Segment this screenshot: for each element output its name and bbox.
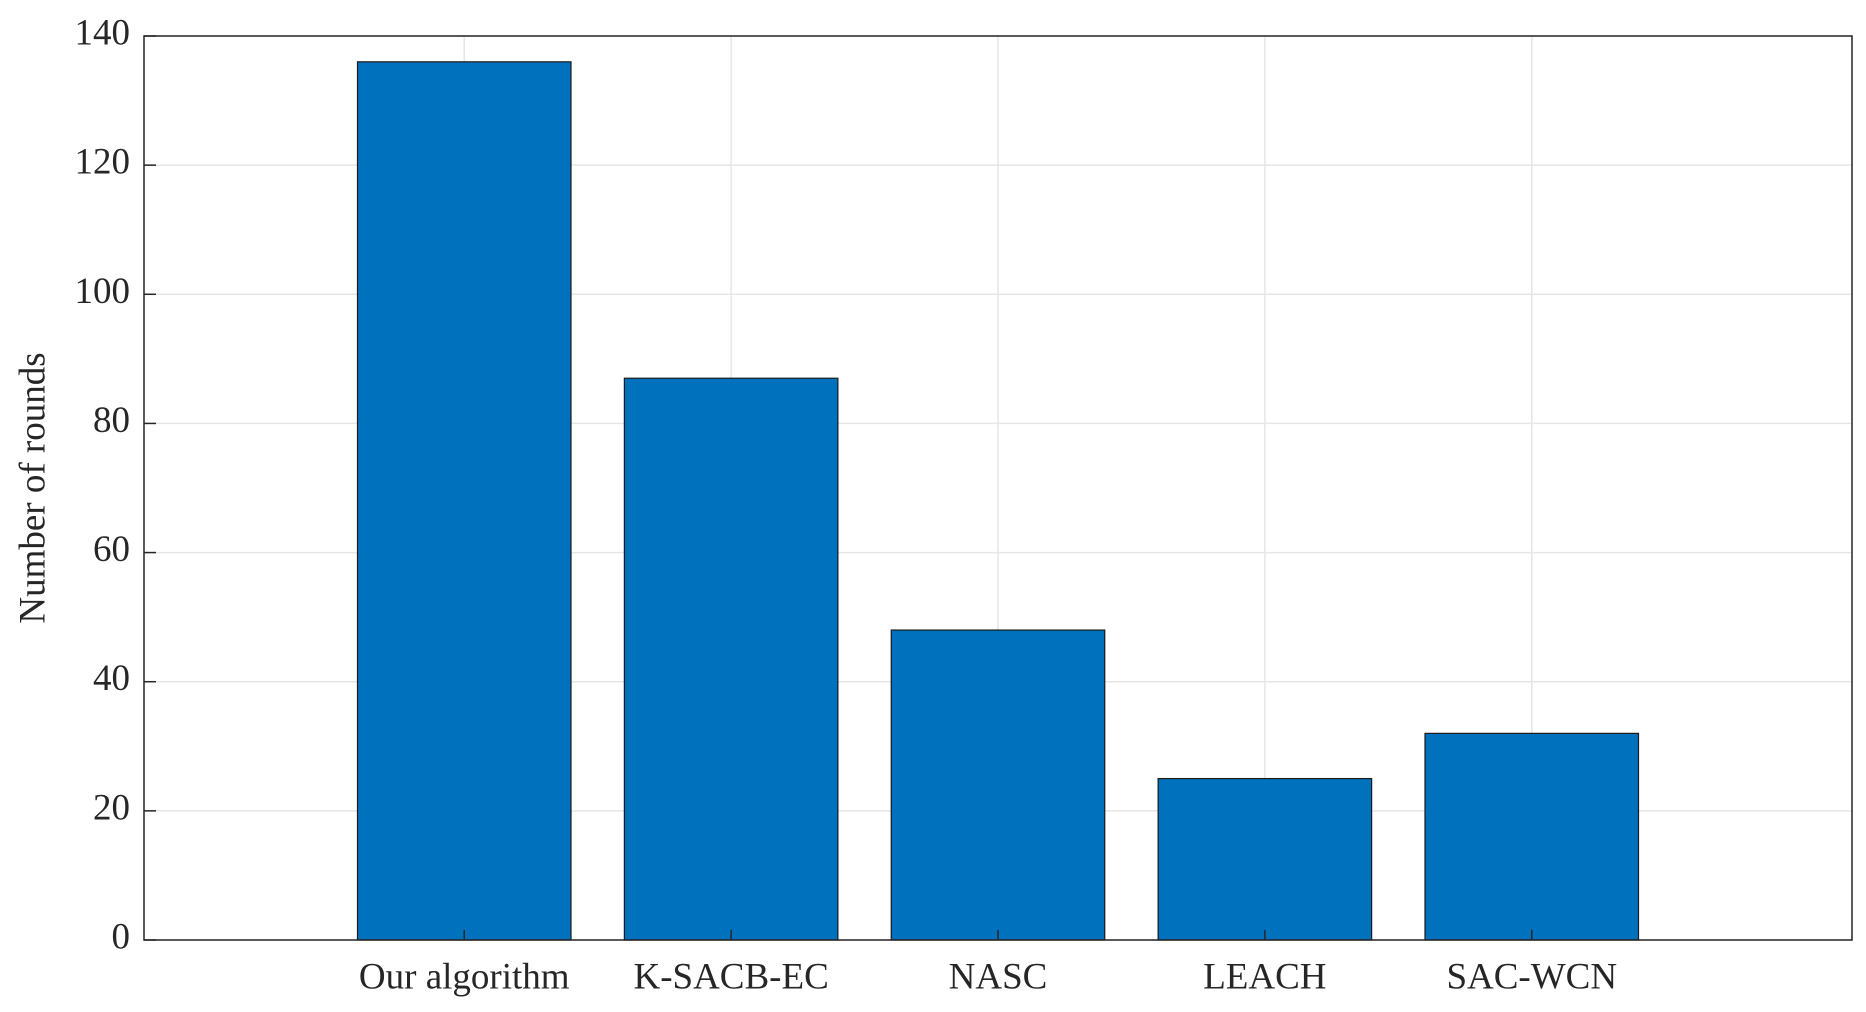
y-tick-label: 120 xyxy=(75,142,131,183)
y-tick-label: 0 xyxy=(112,916,131,957)
bar xyxy=(1157,777,1373,941)
bar xyxy=(356,61,572,941)
x-tick-label: SAC-WCN xyxy=(1446,956,1617,997)
bar xyxy=(1424,732,1640,941)
y-tick-label: 80 xyxy=(93,400,130,441)
y-tick-label: 100 xyxy=(75,271,131,312)
plot-frame xyxy=(143,35,1853,941)
y-axis-label: Number of rounds xyxy=(12,352,53,623)
x-tick-label: NASC xyxy=(949,956,1048,997)
bar xyxy=(890,629,1106,941)
x-tick-label: Our algorithm xyxy=(359,956,570,997)
x-tick-label: LEACH xyxy=(1203,956,1326,997)
y-tick-label: 140 xyxy=(75,12,131,53)
y-tick-label: 60 xyxy=(93,529,130,570)
y-tick-label: 20 xyxy=(93,787,130,828)
y-tick-label: 40 xyxy=(93,658,130,699)
x-tick-label: K-SACB-EC xyxy=(633,956,828,997)
bar xyxy=(623,377,839,941)
